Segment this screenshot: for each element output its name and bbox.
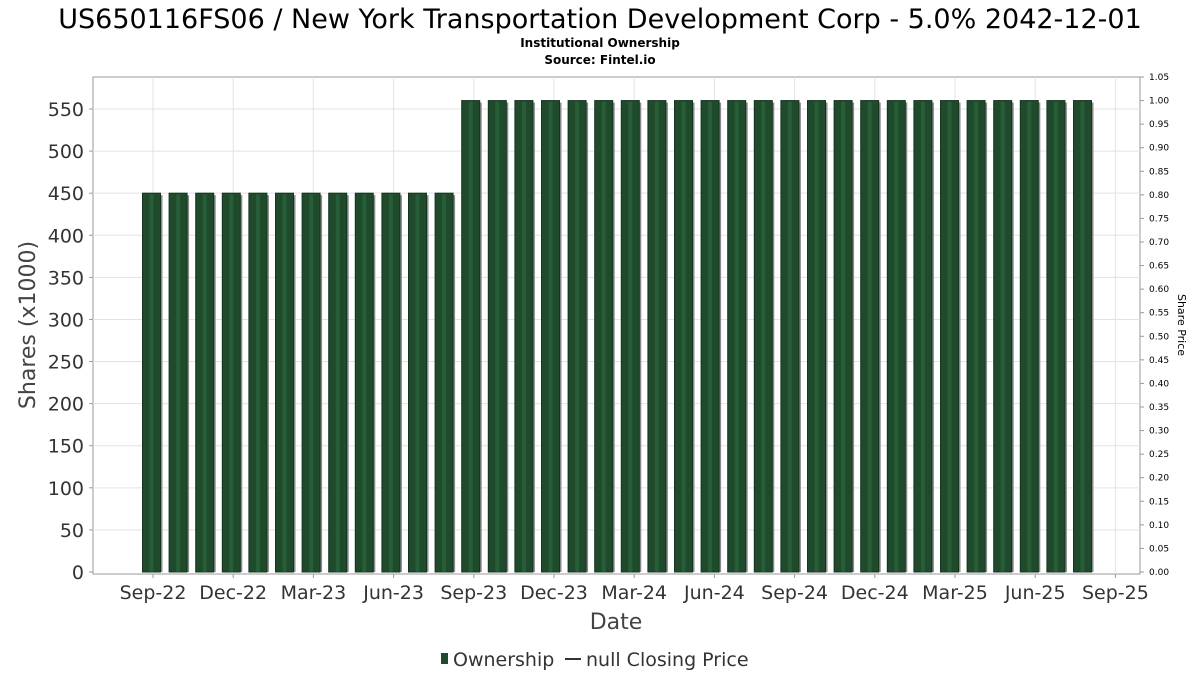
y2-tick-label: 0.40 [1149,379,1169,389]
y2-axis-ticks: 0.00 0.05 0.10 0.15 0.20 0.25 0.30 0.35 0.40 0.45… [1140,73,1169,578]
bar-highlight [734,101,739,572]
x-axis-label: Date [590,610,643,635]
y-tick-label: 350 [48,267,84,289]
bar-highlight [176,194,181,572]
bar-highlight [1027,101,1032,572]
bar-highlight [388,194,393,572]
y2-tick-label: 0.95 [1149,120,1169,130]
bar-highlight [255,194,260,572]
x-axis-ticks: Sep-22 Dec-22 Mar-23 Jun-23 Sep-23 Dec-23 Mar-… [120,574,1149,604]
y2-tick-label: 0.30 [1149,427,1169,437]
bar-highlight [814,101,819,572]
y-tick-label: 100 [48,478,84,500]
bar-highlight [894,101,899,572]
x-tick-label: Dec-24 [841,582,909,604]
bar-highlight [787,101,792,572]
y2-tick-label: 0.10 [1149,521,1169,531]
bar-highlight [548,101,553,572]
y2-tick-label: 0.20 [1149,474,1169,484]
x-tick-label: Sep-25 [1082,582,1149,604]
legend-price-label: null Closing Price [586,649,749,671]
y-axis-ticks: 0 50 100 150 200 250 300 350 400 450 500 550 [48,99,93,584]
bar-highlight [495,101,500,572]
chart-subtitle-1: Institutional Ownership [520,36,680,50]
y-tick-label: 200 [48,394,84,416]
bar-highlight [415,194,420,572]
bar-highlight [521,101,526,572]
legend-ownership-swatch [441,653,448,664]
y2-tick-label: 0.60 [1149,285,1169,295]
bar-highlight [841,101,846,572]
y-axis-label: Shares (x1000) [16,241,41,409]
y2-tick-label: 0.50 [1149,332,1169,342]
y2-tick-label: 1.05 [1149,73,1169,83]
bar-highlight [628,101,633,572]
bar-highlight [335,194,340,572]
bar-highlight [442,194,447,572]
y2-tick-label: 0.90 [1149,144,1169,154]
bar-highlight [362,194,367,572]
x-tick-label: Sep-23 [440,582,507,604]
bar-highlight [708,101,713,572]
y2-tick-label: 0.05 [1149,544,1169,554]
y-tick-label: 450 [48,183,84,205]
bar-highlight [867,101,872,572]
y2-tick-label: 0.80 [1149,191,1169,201]
bar-highlight [468,101,473,572]
y2-tick-label: 0.70 [1149,238,1169,248]
bar-highlight [974,101,979,572]
y-tick-label: 50 [60,520,84,542]
y2-tick-label: 0.25 [1149,450,1169,460]
y2-tick-label: 0.55 [1149,309,1169,319]
bar-highlight [947,101,952,572]
y-tick-label: 250 [48,352,84,374]
bar-highlight [920,101,925,572]
x-tick-label: Dec-23 [520,582,588,604]
y2-tick-label: 0.85 [1149,167,1169,177]
x-tick-label: Mar-24 [601,582,667,604]
legend-ownership-label: Ownership [453,649,554,671]
y2-tick-label: 0.65 [1149,262,1169,272]
x-tick-label: Mar-23 [281,582,347,604]
bar-highlight [681,101,686,572]
x-tick-label: Jun-23 [362,582,424,604]
bar-highlight [654,101,659,572]
bar-highlight [1080,101,1085,572]
x-tick-label: Sep-24 [761,582,828,604]
y2-tick-label: 0.00 [1149,568,1169,578]
y2-tick-label: 1.00 [1149,97,1169,107]
y-tick-label: 150 [48,436,84,458]
x-tick-label: Mar-25 [922,582,988,604]
y-tick-label: 300 [48,309,84,331]
bar-highlight [149,194,154,572]
bar-highlight [309,194,314,572]
y-tick-label: 500 [48,141,84,163]
x-tick-label: Jun-24 [683,582,745,604]
y-tick-label: 550 [48,99,84,121]
bar-highlight [229,194,234,572]
y2-tick-label: 0.45 [1149,356,1169,366]
y2-tick-label: 0.75 [1149,214,1169,224]
x-tick-label: Jun-25 [1004,582,1066,604]
y2-tick-label: 0.35 [1149,403,1169,413]
bar-highlight [601,101,606,572]
x-tick-label: Sep-22 [120,582,187,604]
chart-subtitle-2: Source: Fintel.io [544,53,655,67]
y2-tick-label: 0.15 [1149,497,1169,507]
y2-axis-label: Share Price [1175,294,1188,356]
bar-highlight [575,101,580,572]
bar-highlight [202,194,207,572]
y-tick-label: 400 [48,225,84,247]
bar-highlight [761,101,766,572]
legend: Ownership null Closing Price [441,649,749,671]
bar-highlight [282,194,287,572]
chart-title: US650116FS06 / New York Transportation D… [58,4,1142,35]
x-tick-label: Dec-22 [199,582,267,604]
bars [142,100,1094,573]
bar-highlight [1053,101,1058,572]
bar-highlight [1000,101,1005,572]
y-tick-label: 0 [72,562,84,584]
